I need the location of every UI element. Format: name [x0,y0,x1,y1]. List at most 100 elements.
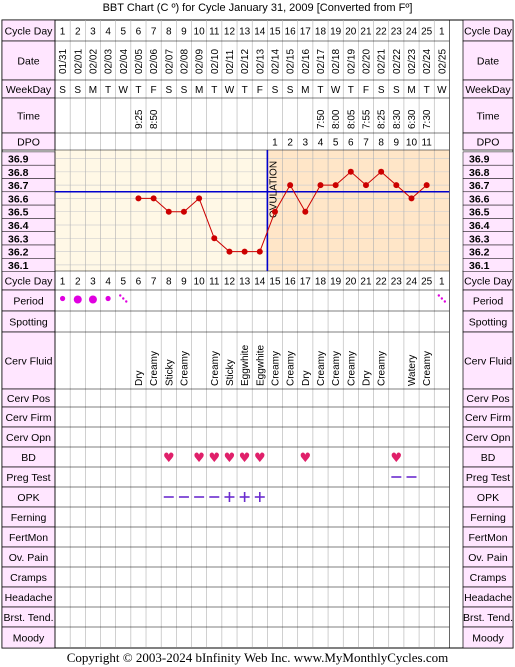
cerv-fluid-label: Creamy [179,351,190,386]
cycle-day-number: 24 [406,277,418,288]
weekday-label: S [165,85,172,96]
cycle-day-number: 9 [181,277,187,288]
temperature-point [271,208,278,215]
time-label: 6:30 [407,109,418,129]
cycle-day-number: 23 [391,27,403,38]
left-row-label: DPO [17,137,40,149]
weekday-label: F [151,85,157,96]
date-label: 02/09 [195,49,206,74]
right-row-label: Moody [472,633,504,645]
weekday-label: T [242,85,248,96]
cycle-day-number: 16 [285,27,297,38]
row-label-cell [462,331,514,390]
left-row-label: BD [21,452,36,464]
right-temp-label: 36.9 [469,154,490,166]
cerv-fluid-label: Creamy [377,351,388,386]
right-row-label: Cycle Day [464,26,513,38]
cycle-day-number: 6 [136,27,142,38]
cycle-day-number: 7 [151,277,157,288]
chart-frame [1,19,514,649]
cycle-day-number: 5 [120,27,126,38]
date-label: 02/03 [104,49,115,74]
temperature-point [165,208,172,215]
left-row-label: Cerv Pos [7,393,50,405]
weekday-label: T [135,85,141,96]
temperature-point [287,182,294,189]
bd-heart-icon: ♥ [390,451,402,466]
bd-heart-icon: ♥ [193,451,205,466]
row-label-cell [462,132,514,151]
cerv-fluid-label: Creamy [316,351,327,386]
row-label-cell [462,626,514,649]
left-temp-label: 36.1 [8,260,29,272]
right-temp-label: 36.3 [469,233,490,245]
cycle-day-number: 22 [376,277,388,288]
date-label: 02/21 [377,49,388,74]
cycle-day-number: 17 [300,277,312,288]
cerv-fluid-label: Watery [407,355,418,386]
right-row-label: Period [473,296,504,308]
weekday-label: S [272,85,279,96]
period-dot [105,295,111,302]
weekday-label: W [331,85,341,96]
cycle-day-number: 25 [421,277,433,288]
cycle-day-number: 1 [439,27,445,38]
row-label-cell [462,97,514,134]
cerv-fluid-label: Sticky [164,359,175,386]
bd-heart-icon: ♥ [224,451,236,466]
weekday-label: S [59,85,66,96]
weekday-label: S [181,85,188,96]
cycle-day-number: 2 [75,277,81,288]
left-row-label: Moody [13,633,45,645]
cycle-day-number: 22 [376,27,388,38]
temperature-point [332,182,339,189]
right-temp-label: 36.6 [469,193,490,205]
bbt-chart: Cycle Day Cycle Day Date Date WeekDay WeekDay… [1,19,514,649]
left-row-label: Cramps [10,572,47,584]
left-temp-label: 36.3 [8,233,29,245]
cycle-day-number: 24 [406,27,418,38]
footer-copyright: Copyright © 2003-2024 bInfinity Web Inc.… [66,650,449,665]
temperature-point [196,195,203,202]
weekday-label: M [407,85,415,96]
bd-heart-icon: ♥ [208,451,220,466]
right-row-label: BD [481,452,496,464]
left-row-label: Cerv Opn [6,432,51,444]
cycle-day-number: 6 [136,277,142,288]
left-temp-label: 36.5 [8,207,29,219]
bd-heart-icon: ♥ [239,451,251,466]
chart-title: BBT Chart (C º) for Cycle January 31, 20… [102,2,413,14]
temperature-point [241,248,248,255]
cycle-day-number: 17 [300,27,312,38]
date-label: 02/18 [331,49,342,74]
left-row-label: Brst. Tend. [4,612,54,624]
right-temp-label: 36.7 [469,180,490,192]
time-label: 8:25 [377,109,388,129]
cerv-fluid-label: Eggwhite [255,344,266,386]
right-row-label: DPO [477,137,500,149]
cycle-day-number: 1 [60,27,66,38]
cycle-day-number: 13 [239,27,251,38]
right-temp-label: 36.1 [469,260,490,272]
cerv-fluid-label: Sticky [225,359,236,386]
cycle-day-number: 5 [120,277,126,288]
cycle-day-number: 14 [254,27,266,38]
temperature-point [302,208,309,215]
left-row-label: Spotting [9,317,48,329]
right-temp-label: 36.2 [469,247,490,259]
weekday-label: W [437,85,447,96]
cycle-day-number: 19 [330,27,342,38]
weekday-label: T [105,85,111,96]
time-label: 8:30 [392,109,403,129]
temperature-point [378,168,385,175]
left-row-label: Cycle Day [5,26,54,38]
date-label: 02/13 [255,49,266,74]
date-label: 02/10 [210,49,221,74]
weekday-label: S [74,85,81,96]
left-row-label: OPK [17,492,39,504]
spotting-dot [122,297,125,300]
cycle-day-number: 19 [330,277,342,288]
time-label: 7:30 [422,109,433,129]
temperature-point [150,195,157,202]
date-label: 02/20 [361,49,372,74]
